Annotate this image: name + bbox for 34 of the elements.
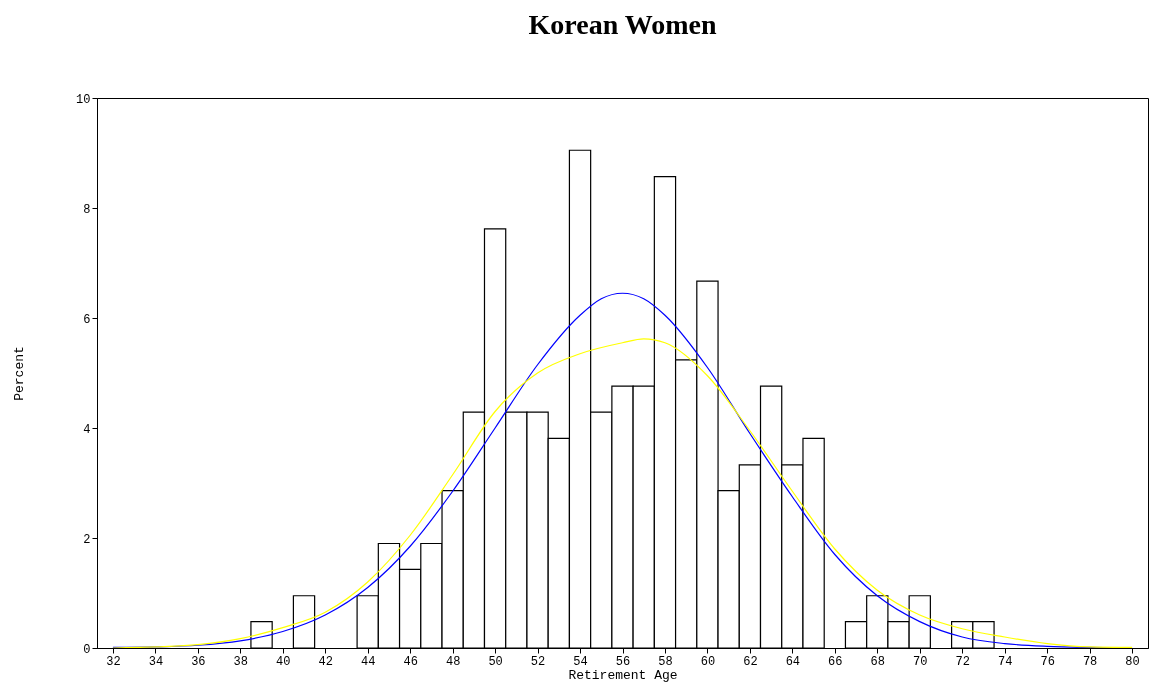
x-tick-label: 40 (276, 654, 291, 669)
x-tick-label: 60 (700, 654, 716, 669)
y-tick-label: 6 (83, 312, 91, 327)
x-tick-label: 36 (191, 654, 206, 669)
x-tick-label: 62 (743, 654, 758, 669)
y-tick-label: 2 (83, 532, 91, 547)
x-tick-label: 68 (870, 654, 885, 669)
x-tick-label: 74 (997, 654, 1013, 669)
x-tick-label: 80 (1125, 654, 1140, 669)
x-tick-label: 38 (233, 654, 249, 669)
x-tick-label: 58 (658, 654, 673, 669)
x-tick-label: 78 (1082, 654, 1098, 669)
x-tick-label: 56 (615, 654, 631, 669)
y-axis-title: Percent (12, 346, 28, 401)
x-tick-label: 54 (573, 654, 588, 669)
x-tick-label: 32 (106, 654, 121, 669)
x-tick-label: 44 (361, 654, 376, 669)
x-tick-label: 72 (955, 654, 970, 669)
x-tick-label: 70 (913, 654, 928, 669)
chart-title: Korean Women (528, 9, 717, 40)
x-tick-label: 46 (403, 654, 418, 669)
y-tick-label: 10 (76, 92, 91, 107)
y-tick-label: 8 (83, 202, 91, 217)
x-tick-label: 64 (785, 654, 801, 669)
x-axis-title: Retirement Age (568, 667, 678, 683)
y-tick-label: 4 (83, 422, 91, 437)
y-tick-label: 0 (83, 642, 91, 657)
x-tick-label: 66 (828, 654, 843, 669)
x-tick-label: 52 (530, 654, 546, 669)
x-tick-label: 48 (445, 654, 461, 669)
x-tick-label: 42 (318, 654, 333, 669)
x-tick-label: 34 (148, 654, 164, 669)
x-tick-label: 76 (1040, 654, 1055, 669)
x-tick-label: 50 (488, 654, 503, 669)
